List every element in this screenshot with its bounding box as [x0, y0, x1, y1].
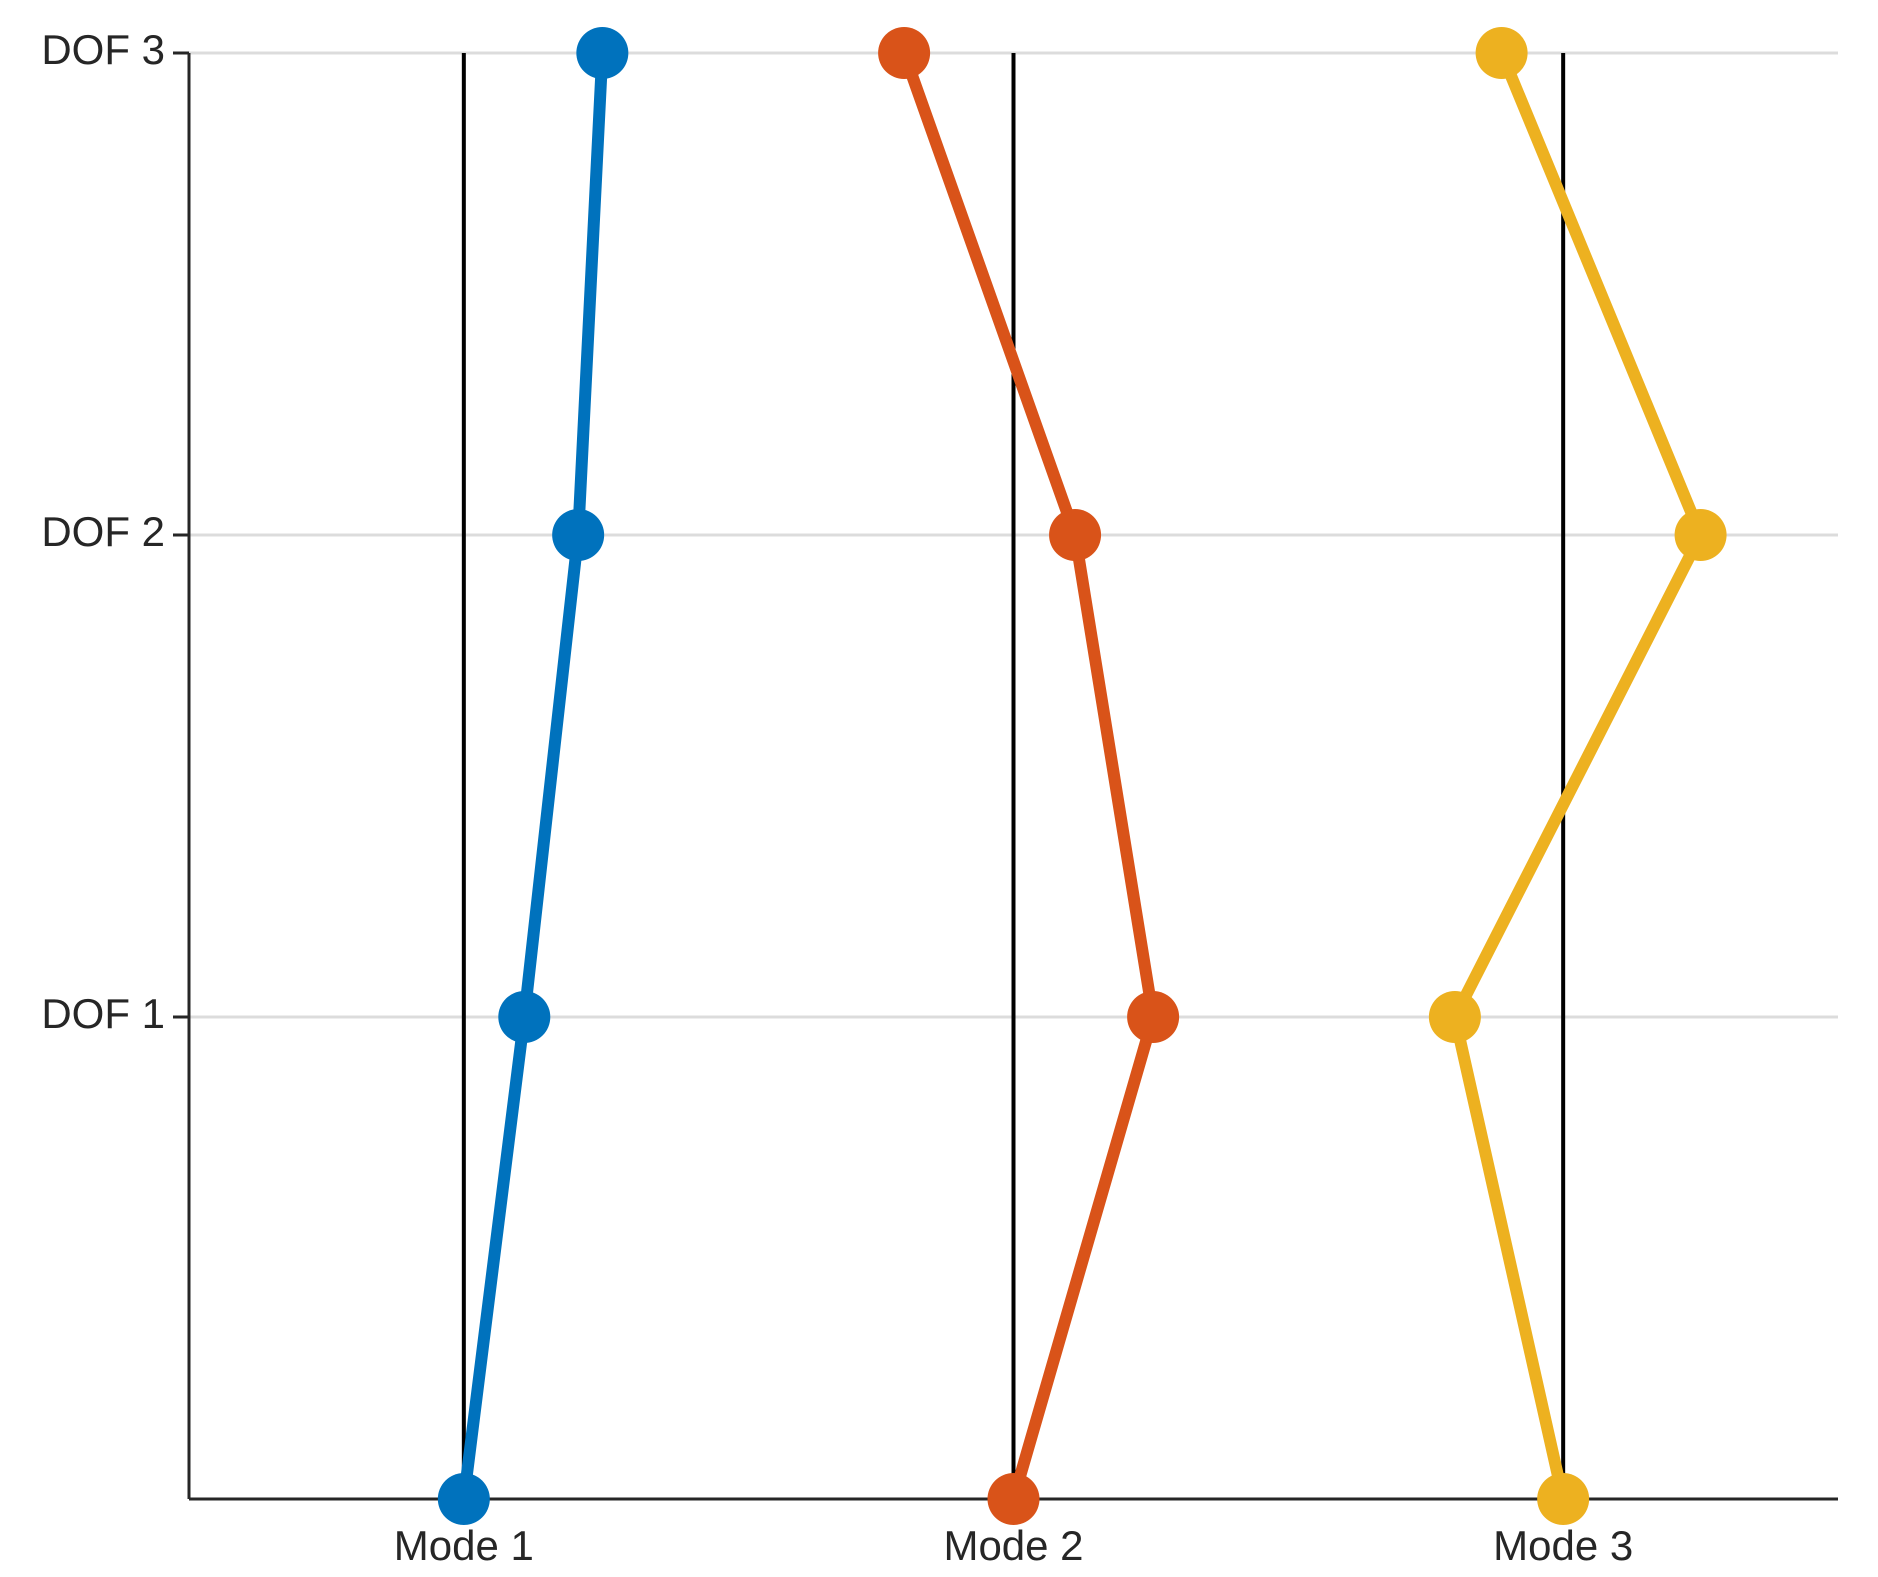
point: [1674, 509, 1727, 561]
x-tick-label: Mode 1: [394, 1522, 534, 1569]
x-tick-label: Mode 2: [943, 1522, 1083, 1569]
point: [878, 27, 931, 79]
series-line: [1448, 50, 1707, 1501]
y-tick-label: DOF 2: [41, 508, 165, 555]
y-tick-label: DOF 1: [41, 990, 165, 1037]
point: [1049, 509, 1102, 561]
point: [1537, 1473, 1590, 1525]
series-line: [898, 50, 1160, 1501]
point: [1428, 991, 1481, 1043]
point: [1127, 991, 1180, 1043]
point: [498, 991, 551, 1043]
y-tick-label: DOF 3: [41, 26, 165, 73]
point: [552, 509, 605, 561]
series-line: [457, 52, 609, 1500]
point: [437, 1473, 490, 1525]
point: [987, 1473, 1040, 1525]
point: [576, 27, 629, 79]
x-tick-label: Mode 3: [1493, 1522, 1633, 1569]
point: [1475, 27, 1528, 79]
